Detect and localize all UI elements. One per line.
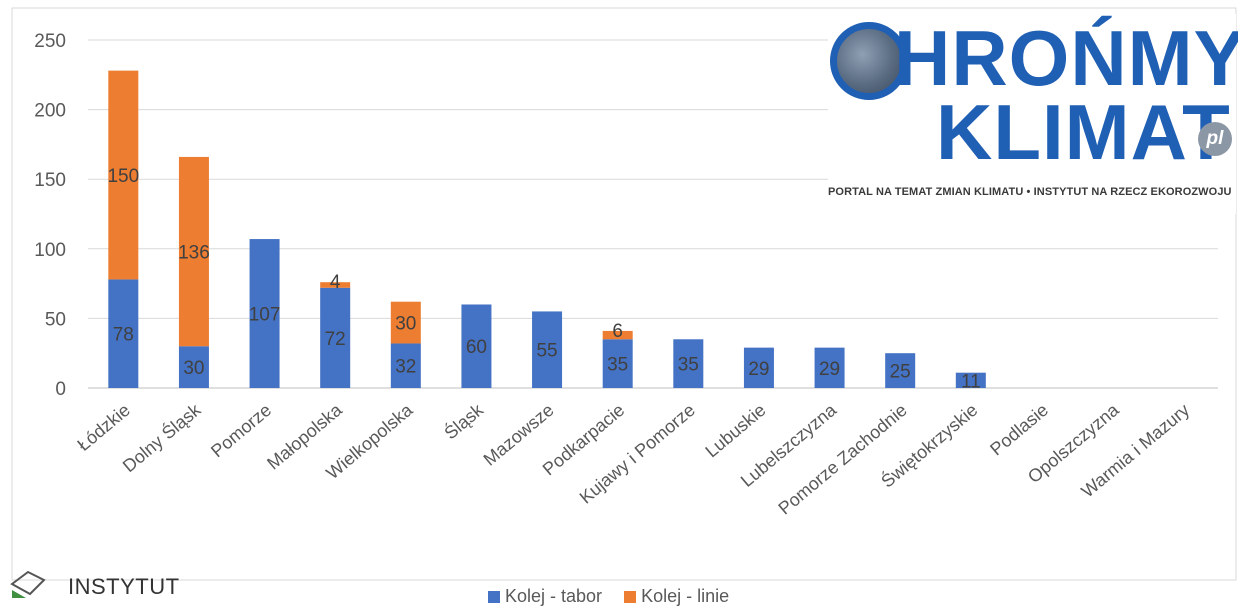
x-category-label: Kujawy i Pomorze — [576, 400, 699, 508]
legend-item-tabor: Kolej - tabor — [488, 586, 602, 607]
x-category-label: Lubuskie — [701, 400, 769, 462]
institute-logo: INSTYTUT — [0, 560, 300, 609]
legend-swatch-linie — [624, 590, 637, 603]
data-label: 11 — [961, 371, 981, 392]
bar-tabor — [390, 343, 421, 388]
data-labels: 78 150 30 136 107 72 4 32 30 60 55 35 6 35 29 29 25 11 — [107, 166, 980, 392]
data-label: 29 — [748, 359, 769, 380]
data-label: 78 — [113, 325, 134, 346]
legend-label-tabor: Kolej - tabor — [505, 586, 603, 606]
chart-frame — [11, 7, 1237, 581]
bar-tabor — [108, 279, 139, 388]
bars — [108, 70, 986, 388]
bar-tabor — [673, 339, 704, 388]
y-tick-label: 50 — [45, 309, 66, 330]
bar-linie — [108, 70, 139, 280]
x-category-label: Dolny Śląsk — [118, 398, 205, 476]
bar-linie — [390, 301, 421, 344]
y-tick-label: 200 — [34, 101, 66, 122]
data-label: 35 — [607, 355, 628, 376]
bar-linie — [178, 156, 209, 347]
legend-label-linie: Kolej - linie — [641, 586, 730, 606]
legend-item-linie: Kolej - linie — [624, 586, 729, 607]
x-category-label: Podlasie — [986, 400, 1052, 460]
logo-line2: KLIMAT — [936, 88, 1231, 176]
bar-tabor — [814, 347, 845, 388]
x-category-label: Pomorze Zachodnie — [774, 400, 910, 519]
data-label: 55 — [536, 341, 557, 362]
bar-tabor — [955, 372, 986, 388]
globe-icon — [830, 22, 908, 100]
x-category-label: Śląsk — [440, 398, 488, 443]
logo-suffix: pl — [1198, 122, 1232, 156]
data-label: 150 — [107, 166, 139, 187]
data-label: 136 — [178, 243, 210, 264]
chronmy-klimat-logo: HROŃMY KLIMAT pl PORTAL NA TEMAT ZMIAN K… — [828, 14, 1238, 214]
data-label: 4 — [330, 272, 341, 293]
x-category-label: Łódzkie — [73, 400, 133, 455]
data-label: 6 — [612, 321, 623, 342]
logo-tagline: PORTAL NA TEMAT ZMIAN KLIMATU • INSTYTUT… — [828, 186, 1232, 198]
bar-linie — [320, 282, 351, 288]
data-label: 60 — [466, 337, 487, 358]
y-axis-ticks: 0 50 100 150 200 250 — [34, 31, 66, 400]
institute-logo-icon — [10, 570, 46, 598]
y-tick-label: 250 — [34, 31, 66, 52]
bar-tabor — [885, 353, 916, 388]
y-tick-label: 150 — [34, 170, 66, 191]
bar-tabor — [743, 347, 774, 388]
bar-tabor — [532, 311, 563, 388]
bar-tabor — [249, 239, 280, 388]
bar-tabor — [178, 346, 209, 388]
data-label: 25 — [890, 362, 911, 383]
logo-line1: HROŃMY — [894, 14, 1238, 102]
legend: Kolej - tabor Kolej - linie — [488, 586, 729, 607]
data-label: 35 — [678, 355, 699, 376]
institute-label: INSTYTUT — [68, 574, 180, 599]
bar-tabor — [320, 287, 351, 388]
bar-tabor — [461, 304, 492, 388]
y-tick-label: 0 — [55, 379, 66, 400]
data-label: 72 — [325, 329, 346, 350]
data-label: 107 — [249, 305, 281, 326]
bar-tabor — [602, 339, 633, 388]
x-category-label: Pomorze — [207, 400, 275, 462]
legend-swatch-tabor — [488, 590, 500, 603]
data-label: 29 — [819, 359, 840, 380]
y-tick-label: 100 — [34, 240, 66, 261]
data-label: 30 — [183, 358, 204, 379]
data-label: 32 — [395, 357, 416, 378]
data-label: 30 — [395, 314, 416, 335]
bar-linie — [602, 330, 633, 340]
